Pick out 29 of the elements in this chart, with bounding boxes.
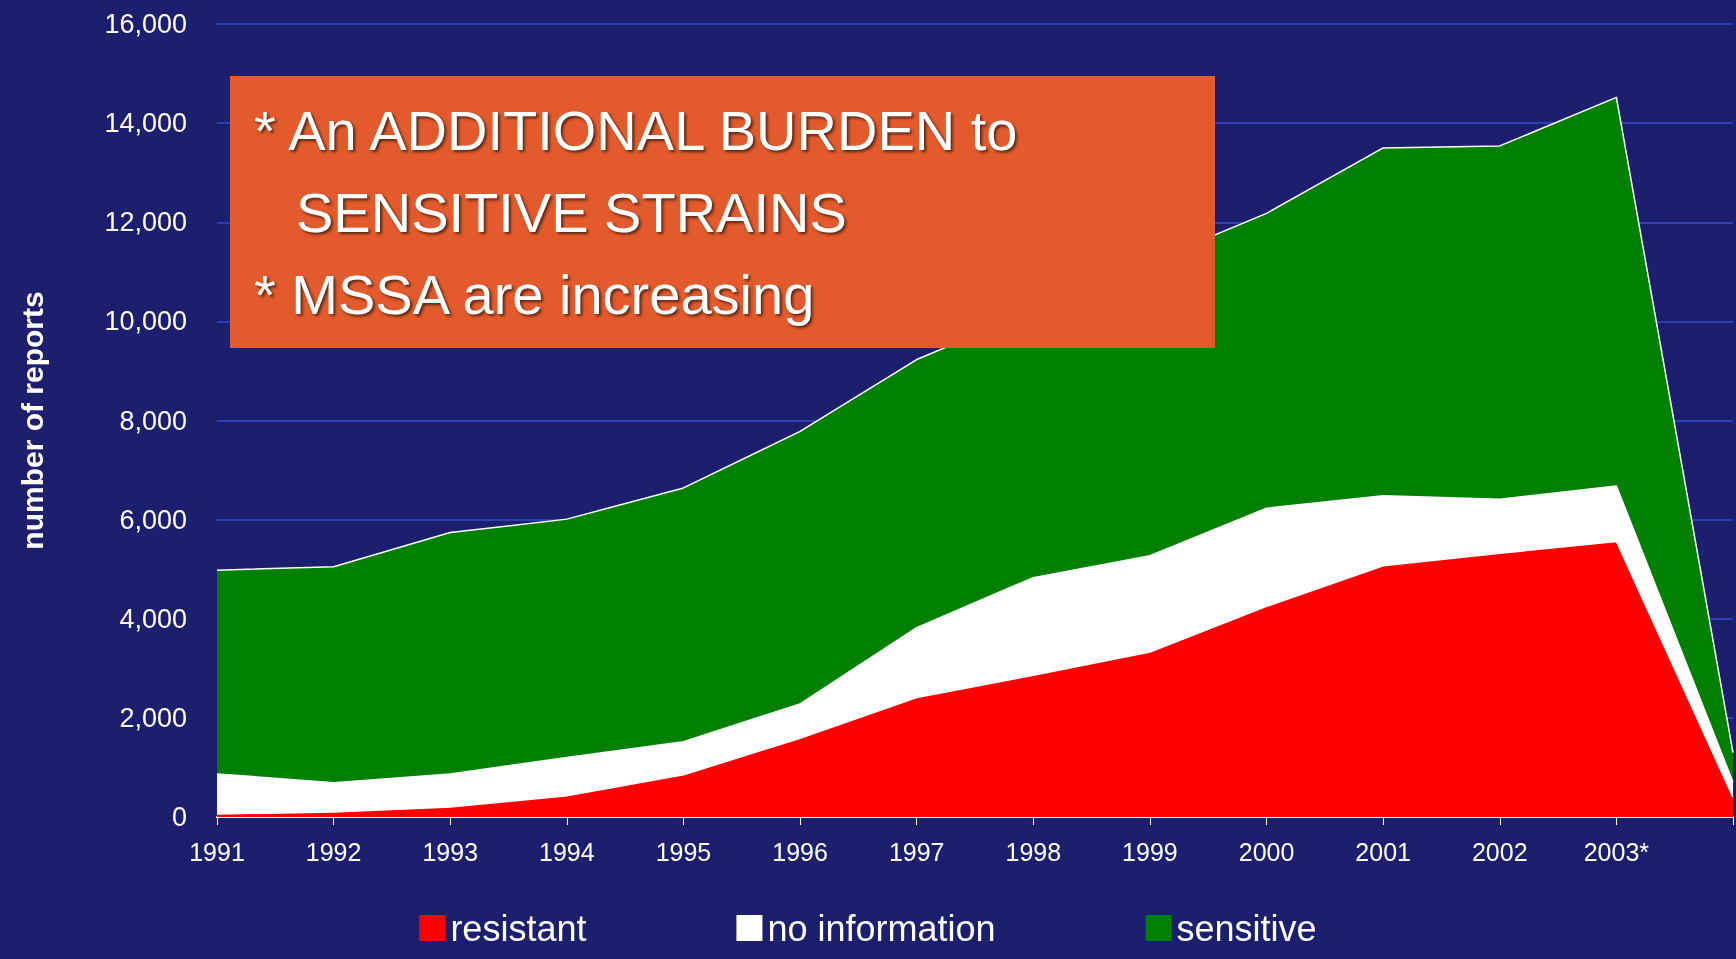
legend-label: sensitive — [1176, 907, 1317, 949]
annotation: * MSSA are increasing — [254, 262, 816, 328]
x-tick-label: 1994 — [539, 837, 595, 866]
annotation: * An ADDITIONAL BURDEN to SENSITIVE STRAINS — [254, 98, 1019, 246]
x-tick-label: 1997 — [888, 837, 945, 866]
y-tick-label: 6,000 — [119, 504, 187, 535]
x-tick-label: 1992 — [305, 837, 362, 866]
y-tick-label: 16,000 — [104, 9, 187, 39]
x-tick-label: 2002 — [1471, 837, 1528, 866]
y-tick-label: 12,000 — [104, 207, 187, 238]
x-tick-label: 2001 — [1355, 837, 1411, 866]
y-tick-label: 2,000 — [119, 702, 187, 733]
x-tick-label: 1993 — [422, 837, 479, 866]
text-box: * An ADDITIONAL BURDEN to SENSITIVE STRAINS * MSSA are increasing — [230, 76, 1215, 348]
legend-label: resistant — [450, 907, 587, 949]
y-tick-label: 0 — [171, 802, 187, 832]
y-tick-label: 4,000 — [119, 603, 187, 634]
x-tick-label: 2003* — [1583, 837, 1650, 866]
x-tick-label: 1995 — [655, 837, 712, 866]
y-tick-label: 10,000 — [104, 306, 187, 337]
y-tick-label: 8,000 — [119, 405, 187, 436]
y-axis-title: number of reports — [15, 291, 49, 550]
x-tick-label: 1998 — [1005, 837, 1062, 866]
y-tick-label: 14,000 — [104, 108, 187, 139]
x-tick-label: 1991 — [189, 837, 245, 866]
x-tick-label: 2000 — [1238, 837, 1295, 866]
legend-label: no information — [767, 907, 996, 949]
x-tick-label: 1999 — [1122, 837, 1178, 866]
x-tick-label: 1996 — [772, 837, 828, 866]
